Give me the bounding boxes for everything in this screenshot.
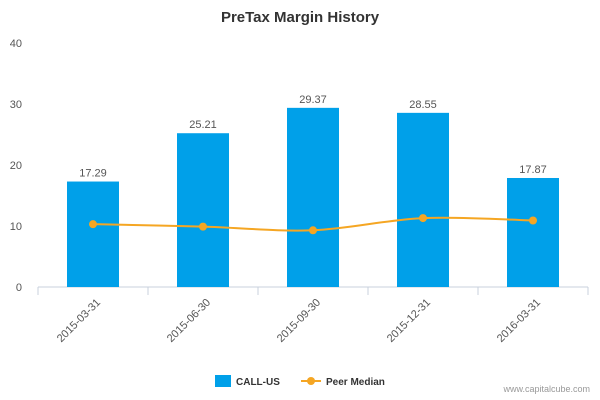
legend-swatch-marker: [307, 377, 315, 385]
bar: [67, 181, 119, 287]
y-tick-label: 30: [10, 99, 22, 111]
y-tick-label: 0: [16, 282, 22, 294]
y-tick-label: 40: [10, 38, 22, 50]
peer-median-point: [529, 216, 537, 225]
chart-title: PreTax Margin History: [221, 9, 380, 26]
x-tick-label: 2015-03-31: [55, 297, 103, 345]
x-tick-label: 2015-09-30: [275, 297, 323, 345]
legend-swatch-bar: [215, 375, 231, 387]
x-tick-label: 2016-03-31: [495, 297, 543, 345]
data-label: 29.37: [299, 94, 327, 106]
data-labels: 17.29 25.21 29.37 28.55 17.87: [79, 94, 547, 180]
bar: [397, 112, 449, 287]
legend-label: Peer Median: [326, 377, 385, 388]
legend-label: CALL-US: [236, 377, 280, 388]
legend: CALL-US Peer Median: [215, 375, 385, 388]
peer-median-point: [309, 226, 317, 235]
x-tick-label: 2015-12-31: [385, 297, 433, 345]
data-label: 17.29: [79, 168, 107, 180]
peer-median-point: [89, 220, 97, 229]
y-tick-label: 20: [10, 160, 22, 172]
data-label: 28.55: [409, 99, 437, 111]
line-series: [89, 214, 537, 235]
bar: [287, 107, 339, 287]
bar: [177, 133, 229, 287]
bar-series: [67, 107, 559, 287]
data-label: 17.87: [519, 164, 547, 176]
data-label: 25.21: [189, 119, 217, 131]
peer-median-point: [199, 222, 207, 231]
peer-median-point: [419, 214, 427, 223]
credit-text: www.capitalcube.com: [503, 384, 590, 394]
y-tick-label: 10: [10, 221, 22, 233]
bar: [507, 177, 559, 287]
x-tick-label: 2015-06-30: [165, 297, 213, 345]
